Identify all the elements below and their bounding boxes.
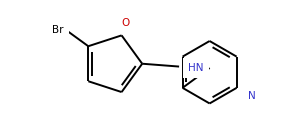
Text: O: O <box>122 18 130 28</box>
Text: HN: HN <box>188 63 204 73</box>
Text: Br: Br <box>52 25 64 35</box>
Text: N: N <box>248 91 256 101</box>
